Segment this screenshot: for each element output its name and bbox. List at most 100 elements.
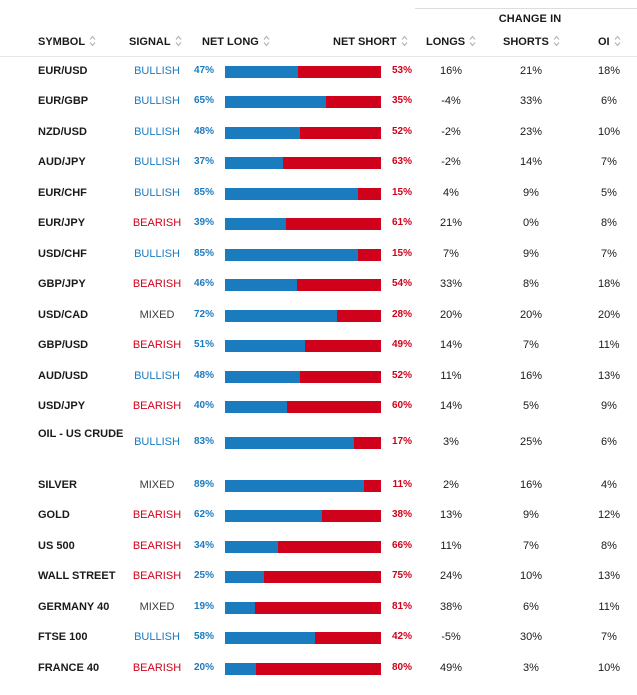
longs-header-label: LONGS: [426, 36, 466, 48]
symbol-link[interactable]: GBP/JPY: [38, 278, 86, 290]
net-long-fill: [225, 401, 288, 413]
sort-icon[interactable]: [469, 35, 476, 47]
symbol-link[interactable]: EUR/CHF: [38, 187, 87, 199]
net-long-value: 48%: [194, 126, 215, 137]
longs-change-value: 3%: [443, 436, 459, 448]
longs-change-value: 4%: [443, 187, 459, 199]
net-long-fill: [225, 571, 264, 583]
oi-change-value: 5%: [601, 187, 617, 199]
symbol-link[interactable]: USD/JPY: [38, 400, 86, 412]
shorts-column-header[interactable]: SHORTS: [503, 35, 560, 48]
oi-change-value: 20%: [597, 309, 621, 321]
longs-change-value: 14%: [439, 400, 463, 412]
net-long-fill: [225, 279, 297, 291]
oi-column-header[interactable]: OI: [598, 35, 621, 48]
longs-column-header[interactable]: LONGS: [426, 35, 476, 48]
table-row[interactable]: FTSE 100 BULLISH 58% 42% -5% 30% 7%: [0, 623, 637, 653]
table-row[interactable]: USD/JPY BEARISH 40% 60% 14% 5% 9%: [0, 392, 637, 422]
symbol-link[interactable]: GBP/USD: [38, 339, 89, 351]
table-row[interactable]: GBP/JPY BEARISH 46% 54% 33% 8% 18%: [0, 270, 637, 300]
sort-icon[interactable]: [401, 35, 408, 47]
net-short-value: 28%: [391, 309, 412, 320]
net-short-value: 15%: [391, 187, 412, 198]
sort-icon[interactable]: [263, 35, 270, 47]
table-row[interactable]: WALL STREET BEARISH 25% 75% 24% 10% 13%: [0, 562, 637, 592]
net-short-value: 15%: [391, 248, 412, 259]
signal-label: MIXED: [139, 309, 175, 321]
table-row[interactable]: AUD/JPY BULLISH 37% 63% -2% 14% 7%: [0, 148, 637, 178]
symbol-link[interactable]: OIL - US CRUDE: [38, 428, 124, 440]
sentiment-bar: [225, 663, 381, 675]
symbol-link[interactable]: SILVER: [38, 479, 77, 491]
net-long-fill: [225, 340, 305, 352]
table-row[interactable]: AUD/USD BULLISH 48% 52% 11% 16% 13%: [0, 362, 637, 392]
table-row[interactable]: SILVER MIXED 89% 11% 2% 16% 4%: [0, 471, 637, 501]
net-long-fill: [225, 371, 300, 383]
net-short-column-header[interactable]: NET SHORT: [333, 35, 408, 48]
table-row[interactable]: EUR/USD BULLISH 47% 53% 16% 21% 18%: [0, 57, 637, 87]
symbol-link[interactable]: GERMANY 40: [38, 601, 110, 613]
shorts-change-value: 30%: [519, 631, 543, 643]
symbol-link[interactable]: USD/CHF: [38, 248, 87, 260]
net-long-value: 48%: [194, 370, 215, 381]
net-short-value: 17%: [391, 436, 412, 447]
symbol-link[interactable]: FRANCE 40: [38, 662, 100, 674]
net-short-value: 42%: [391, 631, 412, 642]
symbol-link[interactable]: EUR/JPY: [38, 217, 86, 229]
change-in-header: CHANGE IN: [498, 13, 562, 25]
symbol-link[interactable]: WALL STREET: [38, 570, 116, 582]
sort-icon[interactable]: [89, 35, 96, 47]
sentiment-bar: [225, 218, 381, 230]
table-row[interactable]: FRANCE 40 BEARISH 20% 80% 49% 3% 10%: [0, 654, 637, 684]
oi-change-value: 7%: [601, 631, 617, 643]
sentiment-bar: [225, 371, 381, 383]
symbol-column-header[interactable]: SYMBOL: [38, 35, 96, 48]
sort-icon[interactable]: [175, 35, 182, 47]
symbol-link[interactable]: GOLD: [38, 509, 70, 521]
net-short-value: 66%: [391, 540, 412, 551]
net-long-column-header[interactable]: NET LONG: [202, 35, 270, 48]
symbol-link[interactable]: NZD/USD: [38, 126, 87, 138]
table-row[interactable]: USD/CHF BULLISH 85% 15% 7% 9% 7%: [0, 240, 637, 270]
table-row[interactable]: US 500 BEARISH 34% 66% 11% 7% 8%: [0, 532, 637, 562]
signal-label: BEARISH: [132, 662, 182, 674]
symbol-link[interactable]: FTSE 100: [38, 631, 88, 643]
sort-icon[interactable]: [553, 35, 560, 47]
sentiment-bar: [225, 340, 381, 352]
sentiment-bar: [225, 480, 381, 492]
symbol-link[interactable]: EUR/GBP: [38, 95, 89, 107]
table-row[interactable]: GBP/USD BEARISH 51% 49% 14% 7% 11%: [0, 331, 637, 361]
shorts-change-value: 3%: [523, 662, 539, 674]
symbol-link[interactable]: USD/CAD: [38, 309, 89, 321]
shorts-header-label: SHORTS: [503, 36, 549, 48]
sort-icon[interactable]: [614, 35, 621, 47]
oi-change-value: 10%: [597, 662, 621, 674]
longs-change-value: -2%: [441, 126, 461, 138]
shorts-change-value: 21%: [519, 65, 543, 77]
oi-change-value: 4%: [601, 479, 617, 491]
longs-change-value: -4%: [441, 95, 461, 107]
table-row[interactable]: EUR/GBP BULLISH 65% 35% -4% 33% 6%: [0, 87, 637, 117]
net-short-value: 52%: [391, 370, 412, 381]
signal-label: BEARISH: [132, 570, 182, 582]
table-row[interactable]: GOLD BEARISH 62% 38% 13% 9% 12%: [0, 501, 637, 531]
table-row[interactable]: NZD/USD BULLISH 48% 52% -2% 23% 10%: [0, 118, 637, 148]
symbol-link[interactable]: EUR/USD: [38, 65, 88, 77]
net-short-value: 75%: [391, 570, 412, 581]
table-row[interactable]: OIL - US CRUDE BULLISH 83% 17% 3% 25% 6%: [0, 423, 637, 463]
signal-column-header[interactable]: SIGNAL: [129, 35, 182, 48]
net-long-value: 47%: [194, 65, 215, 76]
table-row[interactable]: USD/CAD MIXED 72% 28% 20% 20% 20%: [0, 301, 637, 331]
shorts-change-value: 7%: [523, 540, 539, 552]
signal-label: BEARISH: [132, 509, 182, 521]
longs-change-value: 11%: [440, 370, 462, 382]
table-row[interactable]: GERMANY 40 MIXED 19% 81% 38% 6% 11%: [0, 593, 637, 623]
symbol-link[interactable]: AUD/USD: [38, 370, 89, 382]
symbol-link[interactable]: US 500: [38, 540, 75, 552]
net-short-value: 54%: [391, 278, 412, 289]
table-row[interactable]: EUR/CHF BULLISH 85% 15% 4% 9% 5%: [0, 179, 637, 209]
table-row[interactable]: EUR/JPY BEARISH 39% 61% 21% 0% 8%: [0, 209, 637, 239]
net-long-fill: [225, 602, 255, 614]
shorts-change-value: 7%: [523, 339, 539, 351]
symbol-link[interactable]: AUD/JPY: [38, 156, 86, 168]
